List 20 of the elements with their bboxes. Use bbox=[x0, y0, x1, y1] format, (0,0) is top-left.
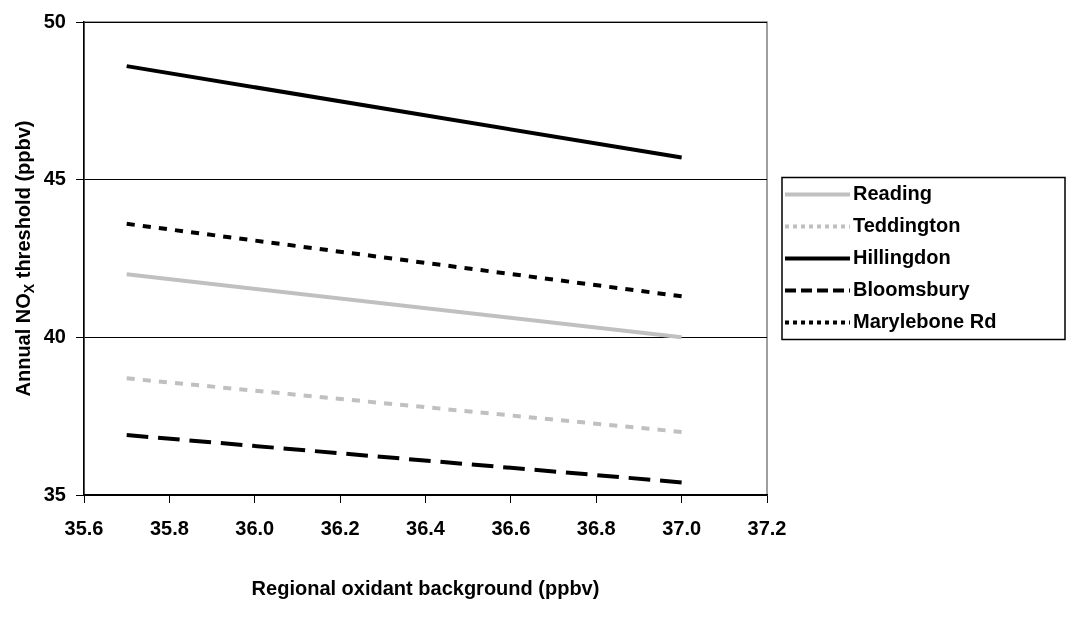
x-tick-label: 36.8 bbox=[576, 516, 616, 539]
y-axis-title: Annual NOX threshold (ppbv) bbox=[12, 120, 37, 397]
x-tick-label: 37.2 bbox=[747, 516, 787, 539]
x-tick-label: 35.6 bbox=[64, 516, 104, 539]
x-tick-label: 35.8 bbox=[149, 516, 189, 539]
legend-label: Bloomsbury bbox=[853, 278, 971, 301]
y-tick-label: 50 bbox=[43, 9, 66, 32]
legend-label: Teddington bbox=[853, 214, 961, 237]
legend-label: Reading bbox=[853, 182, 932, 205]
legend-label: Hillingdon bbox=[853, 246, 951, 269]
y-tick-label: 40 bbox=[43, 324, 66, 347]
x-tick-label: 37.0 bbox=[662, 516, 702, 539]
x-tick-label: 36.6 bbox=[491, 516, 531, 539]
x-tick-label: 36.2 bbox=[320, 516, 360, 539]
legend-label: Marylebone Rd bbox=[853, 310, 997, 333]
x-tick-label: 36.0 bbox=[235, 516, 275, 539]
y-tick-label: 45 bbox=[43, 167, 66, 190]
y-tick-label: 35 bbox=[43, 482, 66, 505]
x-tick-label: 36.4 bbox=[406, 516, 446, 539]
x-axis-title: Regional oxidant background (ppbv) bbox=[251, 576, 600, 599]
